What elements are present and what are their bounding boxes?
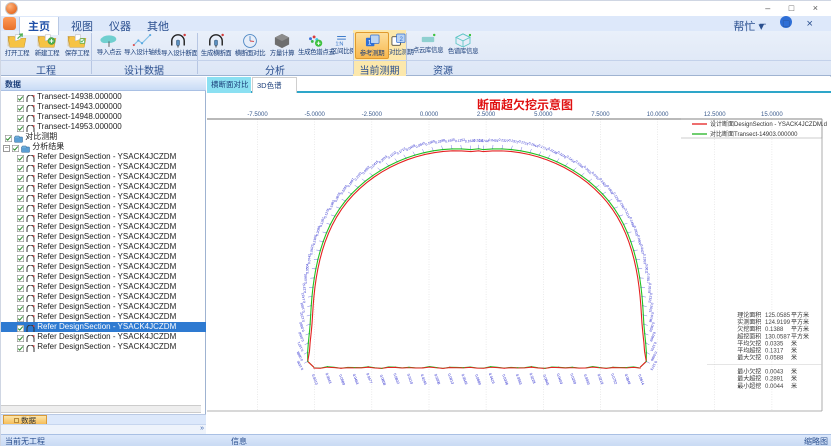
svg-text:0.0689: 0.0689: [474, 374, 482, 386]
svg-text:15.0000: 15.0000: [761, 112, 783, 118]
svg-text:0.0744: 0.0744: [478, 139, 488, 143]
svg-text:0.0401: 0.0401: [488, 138, 499, 143]
svg-text:2.5000: 2.5000: [477, 112, 496, 118]
svg-text:最小欠挖: 最小欠挖: [737, 368, 761, 376]
svg-text:0.2372: 0.2372: [508, 138, 519, 145]
svg-text:最小超挖: 最小超挖: [737, 382, 761, 390]
svg-text:0.1414: 0.1414: [566, 155, 576, 165]
svg-text:0.0943: 0.0943: [325, 372, 333, 384]
svg-text:最大欠挖: 最大欠挖: [737, 354, 761, 362]
svg-text:0.0335: 0.0335: [765, 341, 784, 347]
svg-text:米: 米: [791, 368, 797, 376]
svg-text:0.0245: 0.0245: [420, 374, 428, 386]
svg-text:0.2270: 0.2270: [557, 150, 568, 159]
svg-text:断面超欠挖示意图: 断面超欠挖示意图: [477, 97, 573, 112]
svg-text:7.5000: 7.5000: [591, 112, 610, 118]
svg-text:理论面积: 理论面积: [737, 311, 761, 319]
svg-text:5.0000: 5.0000: [534, 112, 553, 118]
svg-text:0.0228: 0.0228: [529, 372, 537, 384]
svg-text:130.0587: 130.0587: [765, 334, 791, 340]
svg-text:0.0549: 0.0549: [461, 373, 469, 385]
svg-text:最大超挖: 最大超挖: [737, 375, 761, 383]
svg-text:0.0650: 0.0650: [648, 322, 655, 333]
svg-text:0.0043: 0.0043: [765, 370, 784, 376]
svg-text:平均欠挖: 平均欠挖: [737, 339, 761, 347]
svg-text:0.0336: 0.0336: [501, 374, 509, 386]
svg-text:0.0463: 0.0463: [352, 373, 360, 385]
svg-text:0.0909: 0.0909: [649, 331, 657, 342]
svg-text:0.0849: 0.0849: [624, 373, 632, 385]
svg-text:0.0110: 0.0110: [406, 373, 413, 384]
svg-text:平方米: 平方米: [791, 332, 809, 340]
svg-text:0.1544: 0.1544: [528, 141, 539, 149]
svg-text:0.0903: 0.0903: [583, 374, 591, 386]
svg-text:125.0585: 125.0585: [765, 313, 791, 319]
svg-text:0.1774: 0.1774: [538, 143, 549, 151]
svg-text:0.0913: 0.0913: [447, 373, 455, 385]
svg-text:米: 米: [791, 375, 797, 383]
svg-text:0.1201: 0.1201: [649, 341, 657, 352]
svg-text:0.2327: 0.2327: [498, 138, 509, 144]
svg-text:米: 米: [791, 339, 797, 347]
svg-text:平均超挖: 平均超挖: [737, 346, 761, 354]
svg-text:0.0611: 0.0611: [645, 264, 649, 274]
svg-text:-2.5000: -2.5000: [362, 112, 383, 118]
svg-text:米: 米: [791, 346, 797, 354]
svg-text:0.0044: 0.0044: [765, 384, 784, 390]
svg-text:0.0000: 0.0000: [420, 112, 439, 118]
svg-text:实测面积: 实测面积: [737, 318, 761, 326]
svg-text:0.2322: 0.2322: [648, 293, 654, 304]
svg-text:0.0858: 0.0858: [379, 374, 387, 386]
svg-text:0.0614: 0.0614: [637, 374, 645, 386]
svg-text:0.0209: 0.0209: [569, 373, 577, 385]
svg-text:平方米: 平方米: [791, 325, 809, 333]
svg-text:0.0563: 0.0563: [515, 374, 523, 386]
svg-text:0.0588: 0.0588: [765, 356, 784, 362]
svg-text:0.1953: 0.1953: [642, 254, 647, 264]
svg-text:12.5000: 12.5000: [704, 112, 726, 118]
svg-text:-7.5000: -7.5000: [247, 112, 268, 118]
svg-text:0.0308: 0.0308: [433, 373, 441, 385]
svg-text:0.0589: 0.0589: [338, 374, 346, 386]
svg-text:0.0752: 0.0752: [610, 373, 618, 385]
svg-text:10.0000: 10.0000: [647, 112, 669, 118]
svg-text:平方米: 平方米: [791, 311, 809, 319]
svg-text:-5.0000: -5.0000: [305, 112, 326, 118]
svg-text:超挖面积: 超挖面积: [737, 332, 761, 340]
svg-text:米: 米: [791, 354, 797, 362]
svg-text:124.9199: 124.9199: [765, 320, 791, 326]
svg-text:米: 米: [791, 382, 797, 390]
svg-text:1:N: 1:N: [335, 41, 343, 47]
svg-text:0.2138: 0.2138: [547, 147, 558, 156]
svg-text:0.2891: 0.2891: [765, 377, 784, 383]
svg-text:欠挖面积: 欠挖面积: [737, 325, 761, 333]
svg-text:0.0419: 0.0419: [488, 373, 496, 385]
svg-text:0.1721: 0.1721: [518, 139, 529, 146]
svg-text:0.0213: 0.0213: [311, 374, 319, 386]
svg-text:0.0986: 0.0986: [650, 351, 658, 362]
svg-text:0.1273: 0.1273: [649, 360, 657, 371]
svg-text:0.0822: 0.0822: [393, 373, 401, 385]
svg-text:0.1388: 0.1388: [765, 327, 784, 333]
svg-text:对比断面Transect-14903.000000: 对比断面Transect-14903.000000: [710, 130, 798, 138]
svg-text:0.0403: 0.0403: [556, 373, 564, 385]
svg-text:0.0219: 0.0219: [597, 373, 605, 385]
svg-text:设计断面DesignSection - YSACK4JCZD: 设计断面DesignSection - YSACK4JCZDM.d: [710, 120, 827, 128]
svg-text:0.1317: 0.1317: [765, 348, 784, 354]
svg-text:平方米: 平方米: [791, 318, 809, 326]
